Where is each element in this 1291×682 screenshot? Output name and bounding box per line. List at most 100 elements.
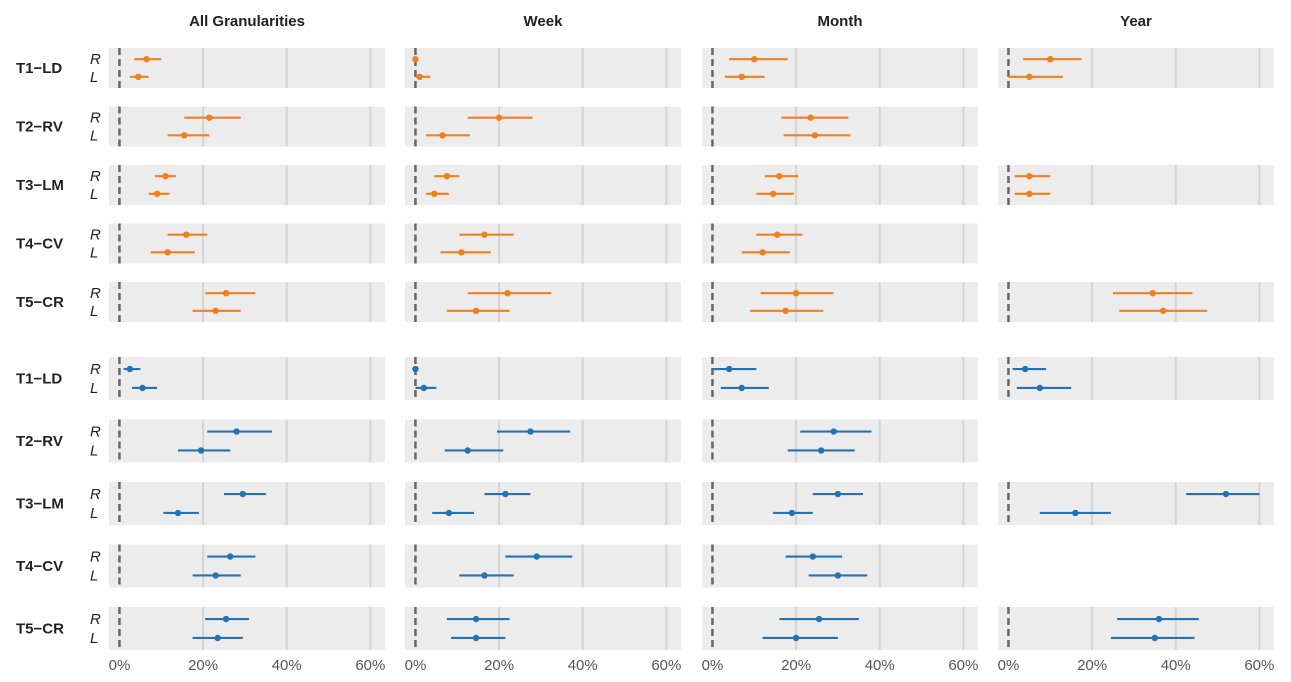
- side-label-l: L: [90, 127, 98, 144]
- point-l: [139, 384, 146, 392]
- point-r: [1222, 490, 1230, 498]
- x-tick-label: 40%: [1161, 657, 1191, 674]
- point-r: [815, 615, 823, 623]
- x-tick-label: 0%: [405, 657, 427, 674]
- point-r: [222, 615, 230, 623]
- point-l: [135, 73, 142, 81]
- x-tick-label: 60%: [1244, 657, 1274, 674]
- point-r: [472, 615, 480, 623]
- column-title-week: Week: [524, 13, 564, 30]
- row-label: T1−LD: [16, 371, 62, 388]
- side-label-r: R: [90, 549, 101, 566]
- x-tick-label: 20%: [781, 657, 811, 674]
- panel-band: [109, 106, 385, 147]
- panel-band: [109, 223, 385, 264]
- point-l: [214, 634, 221, 642]
- panel-band: [702, 607, 978, 650]
- row-label: T4−CV: [16, 558, 63, 575]
- point-l: [174, 509, 182, 517]
- point-l: [738, 73, 745, 81]
- side-label-r: R: [90, 361, 101, 378]
- panel-band: [405, 223, 681, 264]
- point-r: [412, 365, 419, 373]
- panel-band: [405, 357, 681, 400]
- point-r: [443, 173, 451, 180]
- panel-band: [109, 165, 385, 205]
- point-r: [1155, 615, 1163, 623]
- point-l: [738, 384, 745, 392]
- point-r: [807, 114, 814, 121]
- point-r: [774, 231, 781, 238]
- panel-band: [405, 48, 681, 88]
- panel-band: [109, 482, 385, 525]
- point-l: [420, 384, 428, 392]
- side-label-l: L: [90, 303, 98, 320]
- panel-band: [702, 165, 978, 205]
- panel-band: [998, 482, 1274, 525]
- row-label: T3−LM: [16, 496, 64, 513]
- point-r: [239, 490, 247, 498]
- panel-band: [998, 607, 1274, 650]
- point-l: [1159, 307, 1167, 314]
- panel-band: [702, 482, 978, 525]
- side-label-l: L: [90, 380, 98, 397]
- panel-band: [702, 357, 978, 400]
- x-tick-label: 0%: [109, 657, 131, 674]
- panel-band: [109, 357, 385, 400]
- point-r: [751, 56, 758, 63]
- side-label-r: R: [90, 611, 101, 628]
- point-l: [416, 73, 423, 81]
- point-l: [153, 190, 161, 197]
- point-r: [162, 173, 169, 180]
- panel-band: [405, 165, 681, 205]
- row-label: T1−LD: [16, 60, 62, 77]
- point-l: [164, 249, 171, 256]
- side-label-l: L: [90, 442, 98, 459]
- panel-band: [702, 282, 978, 322]
- panel-band: [405, 607, 681, 650]
- panel-band: [998, 165, 1274, 205]
- point-r: [481, 231, 488, 238]
- side-label-r: R: [90, 110, 101, 127]
- side-label-r: R: [90, 424, 101, 441]
- point-r: [809, 553, 817, 560]
- side-label-r: R: [90, 168, 101, 185]
- point-r: [527, 428, 534, 435]
- panel-band: [109, 282, 385, 322]
- point-r: [533, 553, 540, 560]
- point-r: [1026, 173, 1033, 180]
- row-label: T5−CR: [16, 294, 64, 311]
- row-label: T2−RV: [16, 433, 63, 450]
- point-l: [817, 447, 825, 454]
- point-l: [1151, 634, 1159, 642]
- panel-band: [998, 48, 1274, 88]
- point-l: [1026, 73, 1033, 81]
- x-tick-label: 40%: [568, 657, 598, 674]
- point-l: [181, 132, 188, 139]
- panel-band: [405, 106, 681, 147]
- point-l: [788, 509, 796, 517]
- point-r: [206, 114, 213, 121]
- side-label-r: R: [90, 486, 101, 503]
- side-label-r: R: [90, 51, 101, 68]
- side-label-r: R: [90, 227, 101, 244]
- point-l: [1036, 384, 1044, 392]
- panel-band: [702, 419, 978, 463]
- panel-band: [405, 544, 681, 588]
- panel-band: [109, 544, 385, 588]
- panel-band: [998, 357, 1274, 400]
- point-r: [830, 428, 837, 435]
- x-tick-label: 40%: [865, 657, 895, 674]
- point-l: [458, 249, 465, 256]
- x-tick-label: 60%: [948, 657, 978, 674]
- panel-band: [702, 223, 978, 264]
- side-label-l: L: [90, 244, 98, 261]
- panel-band: [109, 48, 385, 88]
- point-l: [782, 307, 789, 314]
- point-l: [834, 572, 842, 579]
- point-l: [792, 634, 800, 642]
- point-r: [776, 173, 783, 180]
- point-r: [126, 365, 134, 373]
- point-l: [212, 572, 219, 579]
